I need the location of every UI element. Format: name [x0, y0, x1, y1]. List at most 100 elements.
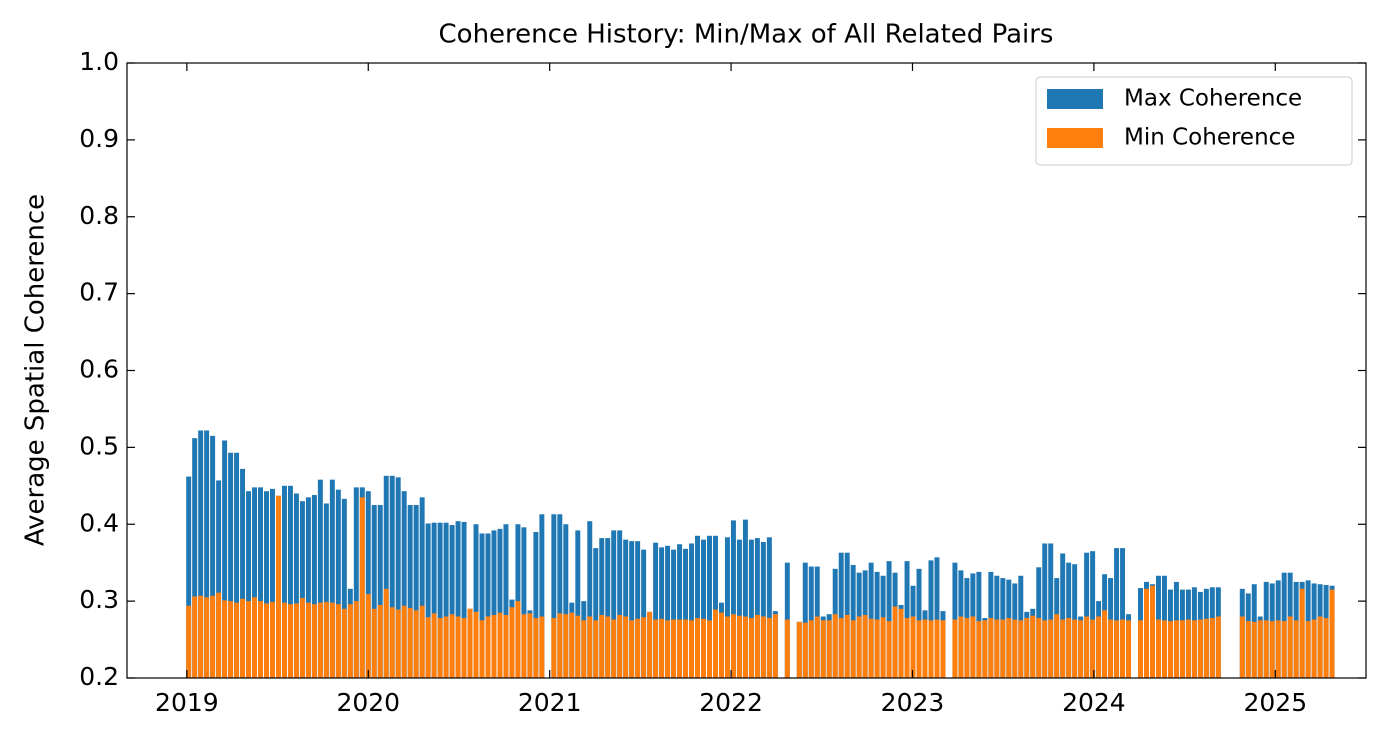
bar	[1209, 618, 1215, 678]
bar	[862, 614, 868, 678]
bar	[473, 611, 479, 678]
bar	[796, 621, 802, 678]
bar	[341, 608, 347, 678]
bar	[766, 537, 772, 678]
bar	[1245, 621, 1251, 678]
bar	[1155, 619, 1161, 678]
bar	[844, 614, 850, 678]
bar	[551, 514, 557, 678]
bar	[365, 594, 371, 678]
bar	[665, 545, 671, 678]
bar	[641, 617, 647, 678]
y-tick-label: 1.0	[79, 47, 119, 76]
bar	[671, 619, 677, 678]
bar	[287, 485, 293, 678]
bar	[683, 548, 689, 678]
bar	[329, 479, 335, 678]
bar	[198, 595, 204, 678]
bar	[605, 538, 611, 678]
bar	[371, 505, 377, 678]
bar	[587, 521, 593, 678]
bar	[730, 614, 736, 678]
bar	[353, 601, 359, 678]
bar	[323, 601, 329, 678]
bar	[958, 616, 964, 678]
legend: Max Coherence Min Coherence	[1035, 76, 1353, 166]
bar	[617, 614, 623, 678]
bar	[832, 614, 838, 678]
bar	[1203, 618, 1209, 678]
bar	[503, 524, 509, 678]
bar	[509, 607, 515, 678]
bar	[1185, 619, 1191, 678]
bar	[742, 616, 748, 678]
chart-title: Coherence History: Min/Max of All Relate…	[439, 20, 1054, 50]
bar	[1078, 620, 1084, 678]
bar	[228, 601, 234, 678]
bar	[886, 621, 892, 678]
bar	[988, 618, 994, 678]
bar	[718, 612, 724, 678]
bar	[1269, 621, 1275, 678]
bar	[1060, 619, 1066, 678]
bar	[275, 495, 281, 678]
bar	[671, 549, 677, 678]
bar	[192, 596, 198, 678]
bar	[647, 611, 653, 678]
bar	[928, 620, 934, 678]
bar	[677, 619, 683, 678]
bar	[695, 535, 701, 678]
bar	[784, 619, 790, 678]
bar	[934, 619, 940, 678]
bar	[437, 522, 443, 678]
bar	[1072, 619, 1078, 678]
legend-label: Min Coherence	[1124, 125, 1295, 151]
bar	[1096, 616, 1102, 678]
bar	[1317, 616, 1323, 678]
bar	[461, 521, 467, 678]
bar	[222, 440, 228, 678]
bar	[210, 595, 216, 678]
bar	[473, 524, 479, 678]
bar	[952, 619, 958, 678]
bar	[982, 620, 988, 678]
bar	[1257, 620, 1263, 678]
bar	[1161, 620, 1167, 678]
bar	[329, 602, 335, 678]
bar	[1126, 620, 1132, 678]
bar	[683, 619, 689, 678]
bar	[1215, 616, 1221, 678]
bar	[623, 539, 629, 678]
y-tick-label: 0.8	[79, 201, 119, 230]
legend-swatch	[1047, 89, 1103, 109]
bar	[401, 491, 407, 678]
bar	[497, 528, 503, 678]
bar	[335, 604, 341, 678]
bar	[557, 613, 563, 678]
bar	[814, 616, 820, 678]
bar	[599, 614, 605, 678]
x-tick-label: 2023	[881, 688, 945, 717]
bar	[581, 620, 587, 678]
bar	[347, 604, 353, 678]
bar	[1281, 621, 1287, 678]
bar	[341, 498, 347, 678]
bar	[317, 479, 323, 678]
bar	[838, 552, 844, 678]
bar	[1006, 618, 1012, 678]
bar	[401, 605, 407, 678]
bar	[772, 614, 778, 678]
bar	[1329, 589, 1335, 678]
bar	[760, 616, 766, 678]
bar	[754, 614, 760, 678]
x-tick-label: 2025	[1243, 688, 1307, 717]
bar	[1048, 543, 1054, 678]
bar	[1191, 620, 1197, 678]
bar	[431, 613, 437, 678]
bar	[724, 616, 730, 678]
y-tick-label: 0.2	[79, 662, 119, 691]
bar	[1114, 548, 1120, 678]
bar	[186, 605, 192, 678]
bar	[707, 620, 712, 678]
bar	[712, 535, 718, 678]
